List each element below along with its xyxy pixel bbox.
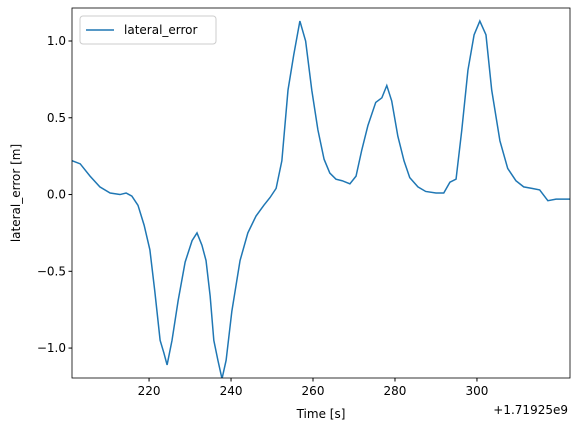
legend-box [79,15,217,45]
x-tick-label: 220 [138,384,161,398]
y-tick-label: 0.5 [47,111,66,125]
y-tick-label: −0.5 [37,264,66,278]
x-tick-label: 300 [466,384,489,398]
y-axis-label: lateral_error [m] [9,144,23,242]
y-tick-label: 1.0 [47,34,66,48]
x-tick-label: 240 [220,384,243,398]
x-tick-label: 280 [384,384,407,398]
y-tick-label: 0.0 [47,188,66,202]
data-line [72,19,570,378]
x-offset-label: +1.71925e9 [493,403,568,417]
x-axis-label: Time [s] [296,407,346,421]
axes-frame [71,7,571,379]
y-tick-label: −1.0 [37,341,66,355]
x-tick-label: 260 [302,384,325,398]
legend-label: lateral_error [124,23,198,37]
